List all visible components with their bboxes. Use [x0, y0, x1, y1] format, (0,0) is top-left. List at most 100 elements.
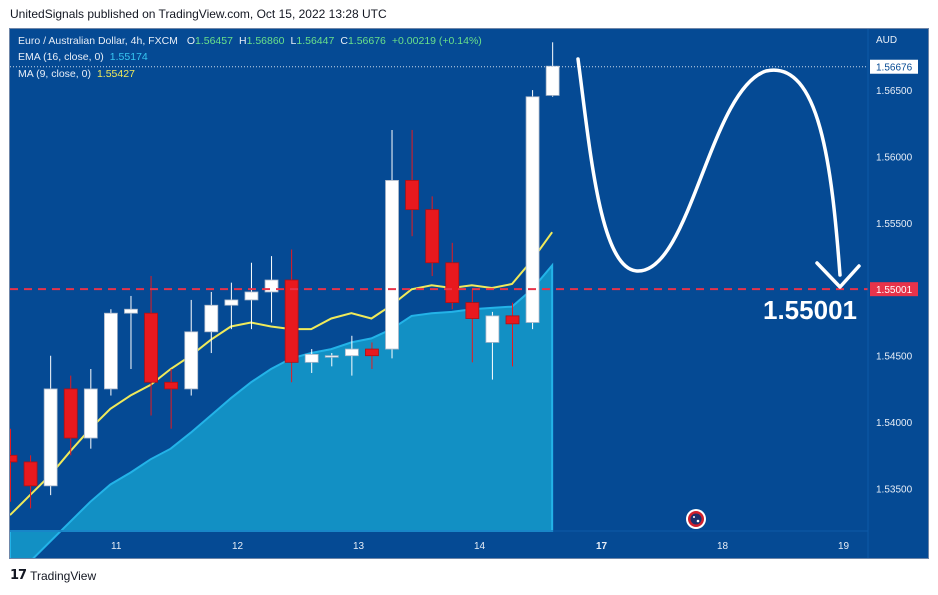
- candle-body: [385, 180, 399, 350]
- last-price-tag: [870, 59, 918, 74]
- candle: [445, 242, 460, 310]
- event-flag-inner: [690, 513, 702, 525]
- candle: [204, 291, 219, 354]
- forecast-curve: [576, 57, 842, 277]
- event-flag-icon: [686, 509, 706, 529]
- tradingview-logo[interactable]: 17 TradingView: [10, 568, 96, 583]
- ma-line: [10, 231, 553, 516]
- last-price-tag-text: 1.56676: [876, 63, 913, 74]
- ma-line-path: [10, 231, 553, 516]
- ohlc-value: 1.56676: [347, 35, 386, 47]
- decor: [686, 509, 706, 529]
- price-tick-label: 1.56000: [876, 153, 913, 164]
- candle-body: [204, 304, 219, 333]
- published-line: UnitedSignals published on TradingView.c…: [10, 7, 387, 21]
- candle-body: [43, 388, 58, 487]
- candle-body: [63, 388, 78, 439]
- time-tick-label: 14: [474, 541, 486, 552]
- level-line: [10, 66, 868, 291]
- event-flag-star: [696, 519, 700, 523]
- price-tick-label: 1.56500: [876, 86, 913, 97]
- candle-body: [10, 454, 18, 463]
- candle-body: [104, 312, 118, 390]
- candle-body: [344, 348, 359, 357]
- time-axis[interactable]: 11 12 13 14 17 18 19: [10, 530, 868, 552]
- ohlc-key: O: [186, 35, 195, 47]
- price-tick-label: 1.53500: [876, 485, 913, 496]
- price-tick-label: 1.54500: [876, 352, 913, 363]
- ema-value: 1.55174: [109, 51, 148, 63]
- candle-body: [184, 331, 199, 390]
- event-flag-star: [693, 516, 695, 518]
- candle-body: [545, 65, 560, 96]
- brand-label: TradingView: [30, 568, 97, 583]
- candle: [284, 249, 299, 383]
- candle-body: [465, 302, 480, 319]
- candle: [10, 428, 18, 502]
- ohlc-key: H: [238, 35, 247, 47]
- ohlc-value: 1.56457: [195, 35, 233, 47]
- candle-body: [23, 461, 38, 487]
- candle-body: [405, 180, 420, 211]
- candle: [425, 196, 440, 277]
- candle-body: [144, 312, 158, 383]
- candle: [365, 342, 379, 369]
- legend-symbol-row: Euro / Australian Dollar, 4h, FXCM O1.56…: [18, 35, 482, 47]
- ohlc-value: 1.56860: [246, 35, 285, 47]
- candle: [525, 90, 540, 330]
- candle: [144, 276, 158, 416]
- ohlc-key: C: [340, 35, 348, 47]
- candle: [63, 375, 78, 456]
- level-price-tag-text: 1.55001: [876, 285, 913, 296]
- candle: [405, 129, 420, 237]
- time-tick-label: 19: [838, 541, 850, 552]
- forecast-arrow: 1.55001: [576, 57, 861, 325]
- time-tick-label: 11: [111, 541, 122, 552]
- candle: [83, 368, 98, 449]
- ohlc-values: O1.56457 H1.56860 L1.56447 C1.56676 +0.00219…: [181, 35, 482, 47]
- candle: [344, 335, 359, 376]
- forecast-arrowhead: [815, 261, 861, 289]
- candle-body: [244, 291, 259, 301]
- time-tick-label: 17: [596, 541, 608, 552]
- candle: [224, 282, 239, 330]
- candle: [184, 299, 199, 396]
- legend-ema-row: EMA (16, close, 0) 1.55174: [18, 51, 148, 63]
- candles: [10, 42, 560, 509]
- candle-body: [324, 355, 339, 358]
- legend-ma-row: MA (9, close, 0) 1.55427: [18, 68, 135, 80]
- candle: [43, 355, 58, 496]
- level-price-tag: [870, 282, 918, 297]
- tradingview-logo-icon: 17: [10, 568, 27, 583]
- candle: [545, 42, 560, 97]
- candle-body: [505, 315, 520, 325]
- candle-body: [264, 279, 279, 293]
- ohlc-value: 1.56447: [296, 35, 335, 47]
- candle: [304, 349, 319, 373]
- candle-body: [83, 388, 98, 439]
- candle-body: [304, 353, 319, 363]
- time-tick-label: 13: [353, 541, 365, 552]
- candle-body: [284, 279, 299, 363]
- ma-label: MA (9, close, 0): [18, 68, 91, 80]
- chart-panel[interactable]: 1.55001 AUD1.535001.540001.545001.550001…: [9, 28, 929, 559]
- candle-body: [365, 348, 379, 357]
- currency-label: AUD: [876, 35, 897, 46]
- level-annotation-text: 1.55001: [763, 295, 857, 325]
- candle: [244, 262, 259, 330]
- price-chart[interactable]: 1.55001 AUD1.535001.540001.545001.550001…: [10, 29, 929, 559]
- candle-body: [425, 209, 440, 264]
- candle: [104, 309, 118, 396]
- price-tick-label: 1.54000: [876, 418, 913, 429]
- ma-value: 1.55427: [96, 68, 135, 80]
- candle-body: [485, 315, 500, 343]
- time-tick-label: 18: [717, 541, 729, 552]
- price-axis[interactable]: AUD1.535001.540001.545001.550001.555001.…: [867, 29, 918, 559]
- candle: [505, 302, 520, 367]
- time-tick-label: 12: [232, 541, 244, 552]
- candle: [164, 368, 179, 429]
- candle-body: [124, 308, 138, 314]
- price-tick-label: 1.55500: [876, 219, 913, 230]
- symbol-label: Euro / Australian Dollar, 4h, FXCM: [18, 35, 178, 47]
- candle: [485, 311, 500, 380]
